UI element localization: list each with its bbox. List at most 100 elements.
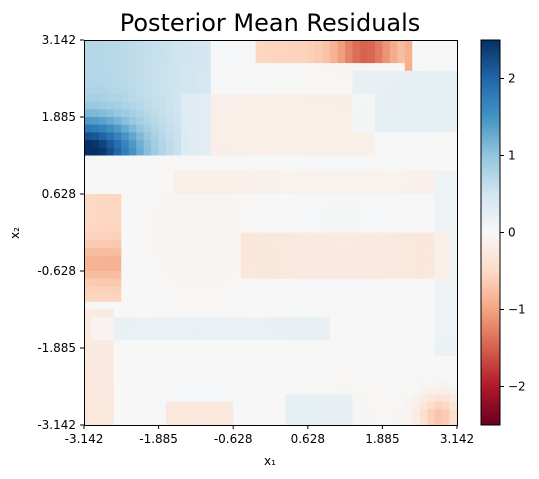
heatmap-cell <box>352 355 361 364</box>
heatmap-cell <box>240 263 249 272</box>
heatmap-cell <box>233 201 242 210</box>
heatmap-cell <box>277 371 286 380</box>
heatmap-cell <box>188 194 197 203</box>
heatmap-cell <box>427 55 436 64</box>
heatmap-cell <box>382 386 391 395</box>
heatmap-cell <box>203 178 212 187</box>
heatmap-cell <box>360 340 368 349</box>
heatmap-cell <box>255 355 264 364</box>
heatmap-cell <box>84 240 92 249</box>
heatmap-cell <box>210 132 219 141</box>
heatmap-cell <box>360 278 368 287</box>
heatmap-cell <box>270 194 279 203</box>
heatmap-cell <box>300 255 309 264</box>
heatmap-cell <box>330 40 339 49</box>
heatmap-cell <box>345 363 353 372</box>
heatmap-cell <box>307 324 316 333</box>
heatmap-cell <box>151 55 159 64</box>
heatmap-cell <box>255 40 264 49</box>
heatmap-cell <box>225 163 234 172</box>
heatmap-cell <box>106 394 115 403</box>
heatmap-cell <box>382 255 391 264</box>
heatmap-cell <box>113 101 122 110</box>
heatmap-cell <box>389 93 398 102</box>
heatmap-cell <box>404 348 413 357</box>
heatmap-cell <box>345 70 353 79</box>
heatmap-cell <box>203 263 212 272</box>
heatmap-cell <box>240 332 249 341</box>
heatmap-cell <box>389 271 398 280</box>
heatmap-cell <box>255 301 264 310</box>
heatmap-cell <box>367 409 376 418</box>
heatmap-cell <box>389 55 398 64</box>
heatmap-cell <box>173 155 182 164</box>
heatmap-cell <box>285 417 294 426</box>
heatmap-cell <box>419 363 428 372</box>
heatmap-cell <box>180 178 189 187</box>
heatmap-cell <box>300 371 309 380</box>
heatmap-cell <box>98 332 107 341</box>
heatmap-cell <box>166 117 174 126</box>
heatmap-cell <box>292 255 301 264</box>
heatmap-cell <box>419 217 428 226</box>
heatmap-cell <box>136 348 145 357</box>
heatmap-cell <box>225 47 234 56</box>
heatmap-cell <box>360 401 368 410</box>
heatmap-cell <box>143 93 152 102</box>
heatmap-cell <box>143 263 152 272</box>
heatmap-cell <box>337 355 346 364</box>
heatmap-cell <box>374 263 383 272</box>
heatmap-cell <box>389 170 398 179</box>
heatmap-cell <box>91 86 100 95</box>
heatmap-cell <box>277 263 286 272</box>
heatmap-cell <box>389 286 398 295</box>
heatmap-cell <box>277 40 286 49</box>
heatmap-cell <box>307 317 316 326</box>
heatmap-cell <box>188 371 197 380</box>
heatmap-cell <box>91 40 100 49</box>
heatmap-cell <box>427 78 436 87</box>
heatmap-cell <box>360 348 368 357</box>
heatmap-cell <box>180 40 189 49</box>
heatmap-cell <box>166 394 174 403</box>
heatmap-cell <box>173 132 182 141</box>
y-tick-label: -3.142 <box>37 418 76 432</box>
heatmap-cell <box>121 209 130 218</box>
heatmap-cell <box>203 232 212 241</box>
heatmap-cell <box>84 209 92 218</box>
heatmap-cell <box>315 409 324 418</box>
heatmap-cell <box>374 247 383 256</box>
heatmap-cell <box>233 70 242 79</box>
heatmap-cell <box>382 286 391 295</box>
heatmap-cell <box>374 178 383 187</box>
heatmap-cell <box>128 47 137 56</box>
heatmap-cell <box>188 317 197 326</box>
heatmap-cell <box>315 401 324 410</box>
heatmap-cell <box>188 170 197 179</box>
heatmap-cell <box>166 371 174 380</box>
heatmap-cell <box>195 332 204 341</box>
heatmap-cell <box>128 40 137 49</box>
heatmap-cell <box>225 294 234 303</box>
heatmap-cell <box>434 340 443 349</box>
heatmap-cell <box>292 124 301 133</box>
heatmap-cell <box>121 255 130 264</box>
heatmap-cell <box>382 40 391 49</box>
heatmap-cell <box>434 224 443 233</box>
heatmap-cell <box>374 47 383 56</box>
heatmap-cell <box>330 194 339 203</box>
heatmap-cell <box>374 186 383 195</box>
heatmap-cell <box>337 209 346 218</box>
heatmap-cell <box>113 140 122 149</box>
heatmap-cell <box>98 147 107 156</box>
heatmap-cell <box>337 378 346 387</box>
heatmap-cell <box>136 301 145 310</box>
heatmap-cell <box>360 394 368 403</box>
heatmap-cell <box>188 294 197 303</box>
heatmap-cell <box>106 78 115 87</box>
heatmap-cell <box>434 201 443 210</box>
heatmap-cell <box>367 278 376 287</box>
heatmap-cell <box>225 401 234 410</box>
heatmap-cell <box>419 271 428 280</box>
heatmap-cell <box>136 378 145 387</box>
